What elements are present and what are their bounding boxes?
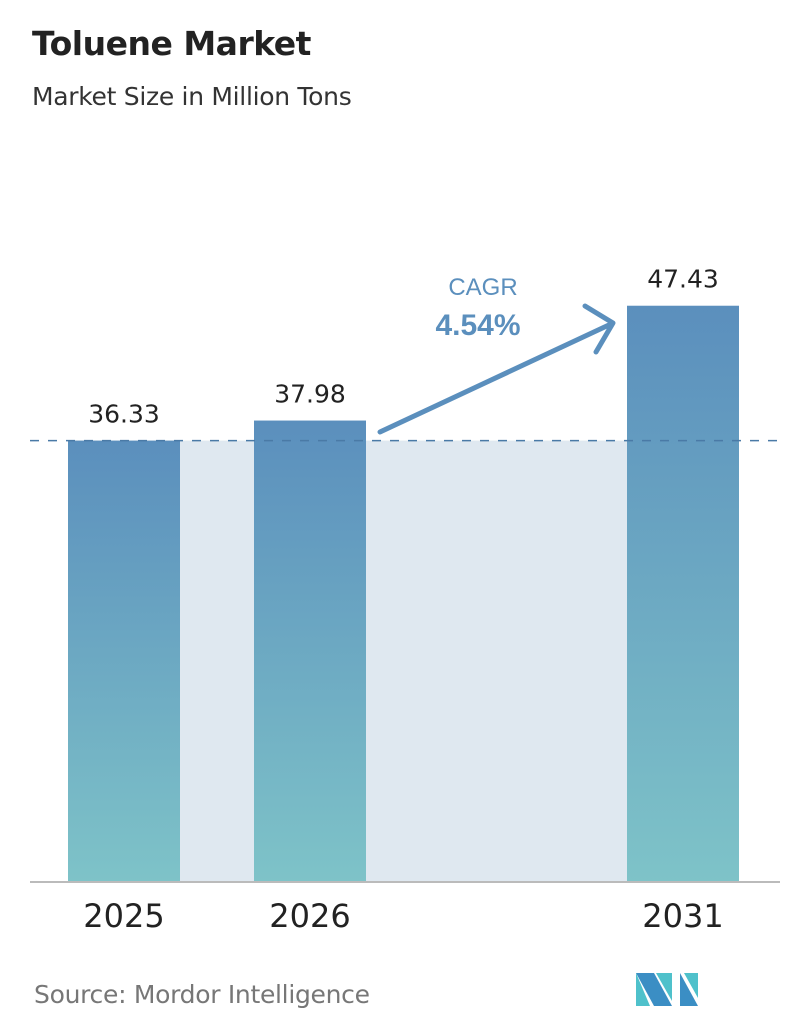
value-label-2025: 36.33 <box>88 400 160 429</box>
cagr-value: 4.54% <box>435 309 520 342</box>
chart-subtitle: Market Size in Million Tons <box>32 82 352 111</box>
mordor-logo <box>636 973 698 1006</box>
value-label-2031: 47.43 <box>647 265 719 294</box>
bar-2031 <box>627 305 739 883</box>
value-label-2026: 37.98 <box>274 380 346 409</box>
cagr-arrow <box>377 303 616 435</box>
cagr-label: CAGR <box>448 274 517 301</box>
source-note: Source: Mordor Intelligence <box>34 980 370 1009</box>
chart-title: Toluene Market <box>32 24 311 63</box>
x-tick-label-2026: 2026 <box>269 897 350 935</box>
bar-2026 <box>254 420 366 882</box>
x-tick-label-2031: 2031 <box>642 897 723 935</box>
x-tick-label-2025: 2025 <box>83 897 164 935</box>
bar-2025 <box>68 440 180 882</box>
